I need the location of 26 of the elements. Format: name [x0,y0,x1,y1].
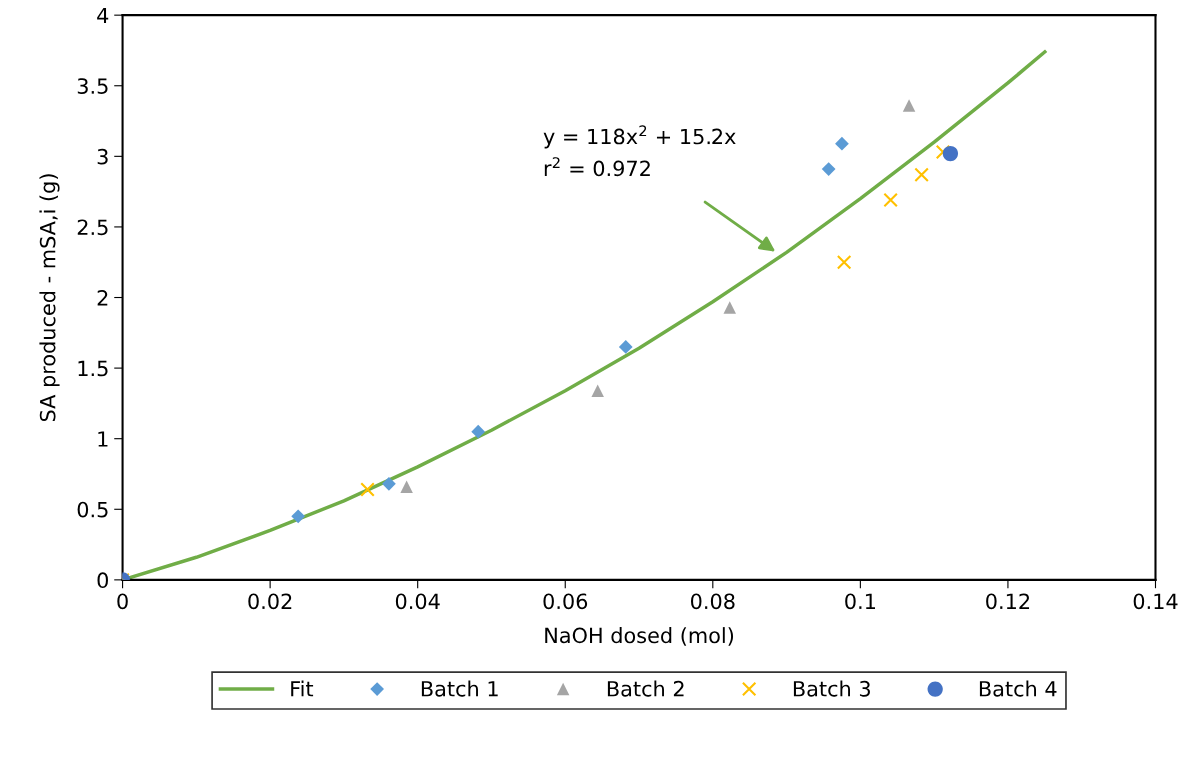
annotation: r$^{2}$ = 0.972 [544,157,650,177]
x-tick-label: 0.06 [543,593,588,610]
y-tick-label: 3 [97,148,108,165]
x-tick-label: 0.02 [248,593,292,610]
x-axis-title: NaOH dosed (mol) [545,627,734,646]
y-tick-label: 4 [97,7,109,24]
x-tick-label: 0 [117,593,128,610]
y-tick-label: 3.5 [77,78,108,94]
legend-label: Batch 1 [421,680,498,697]
y-tick-label: 1.5 [78,360,108,377]
legend-label: Batch 3 [793,680,870,697]
x-tick-label: 0.08 [690,593,735,610]
legend-label: Batch 4 [979,680,1057,697]
x-tick-label: 0.04 [395,593,440,610]
y-tick-label: 2 [97,289,108,306]
x-tick-label: 0.12 [986,593,1030,610]
x-tick-label: 0.1 [845,593,876,610]
y-tick-label: 0.5 [77,501,108,518]
x-tick-label: 0.14 [1133,593,1178,610]
y-tick-label: 0 [97,572,108,589]
y-axis-title: SA produced - mSA,i (g) [39,174,60,422]
legend-label: Fit [291,680,314,697]
legend-label: Batch 2 [607,680,684,697]
annotation: y = 118x$^{2}$ + 15.2x [543,125,736,149]
y-tick-label: 1 [98,431,108,447]
y-tick-label: 2.5 [77,219,108,236]
